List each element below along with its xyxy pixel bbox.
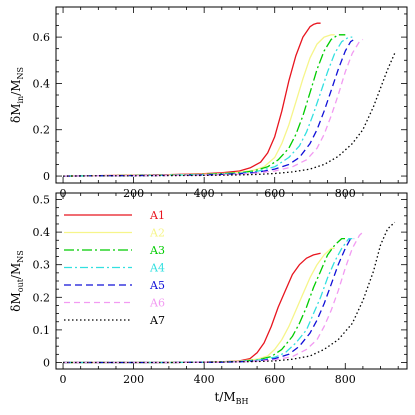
x-tick-label: 0 bbox=[60, 373, 67, 386]
x-axis-label-sub: BH bbox=[236, 397, 249, 406]
y-axis-label-main: δM bbox=[9, 104, 23, 124]
y-tick-label: 0.5 bbox=[33, 194, 51, 207]
y-tick-label: 0.6 bbox=[33, 31, 51, 44]
x-tick-label: 400 bbox=[194, 373, 215, 386]
y-axis-label-den-sub: NS bbox=[16, 250, 25, 262]
legend-label-a5: A5 bbox=[149, 279, 165, 292]
y-tick-label: 0.4 bbox=[33, 77, 51, 90]
x-tick-label: 800 bbox=[335, 373, 356, 386]
y-axis-label-main: δM bbox=[9, 292, 23, 312]
plot-frame bbox=[55, 6, 408, 184]
y-tick-label: 0 bbox=[43, 170, 50, 183]
y-axis-label: δMin/MNS bbox=[9, 67, 25, 123]
series-line-a3 bbox=[63, 34, 346, 177]
y-tick-label: 0.2 bbox=[33, 291, 51, 304]
y-tick-label: 0.2 bbox=[33, 124, 51, 137]
x-tick-label: 200 bbox=[123, 373, 144, 386]
y-axis-label: δMout/MNS bbox=[9, 250, 25, 312]
plot-frame bbox=[55, 192, 408, 370]
series-line-a3 bbox=[63, 237, 346, 364]
y-tick-label: 0 bbox=[43, 356, 50, 369]
legend-label-a1: A1 bbox=[149, 209, 165, 222]
series-line-a4 bbox=[63, 36, 353, 177]
x-tick-label: 600 bbox=[264, 373, 285, 386]
y-axis-label-sub: in bbox=[16, 96, 25, 104]
series-line-a6 bbox=[63, 231, 364, 364]
series-line-a2 bbox=[63, 34, 335, 177]
y-axis-label-den: /M bbox=[9, 79, 23, 95]
y-axis-label-sub: out bbox=[16, 278, 25, 292]
legend-label-a4: A4 bbox=[149, 262, 165, 275]
bottom-panel: 0 200 400 600 800 0 0.1 0.2 0.3 0.4 0.5 δMout/MNS t/… bbox=[9, 192, 408, 406]
y-tick-label: 0.4 bbox=[33, 226, 51, 239]
legend-label-a7: A7 bbox=[149, 314, 165, 327]
legend-label-a2: A2 bbox=[149, 227, 165, 240]
series-line-a6 bbox=[63, 38, 364, 177]
y-tick-label: 0.1 bbox=[33, 324, 51, 337]
y-axis-label-den-sub: NS bbox=[16, 67, 25, 79]
series-line-a1 bbox=[63, 252, 321, 364]
x-axis-label: t/MBH bbox=[214, 390, 248, 406]
series-line-a5 bbox=[63, 237, 355, 364]
series-line-a1 bbox=[63, 22, 321, 177]
series-line-a7 bbox=[63, 221, 396, 364]
legend-label-a3: A3 bbox=[149, 244, 165, 257]
y-axis-label-den: /M bbox=[9, 263, 23, 279]
x-axis-label-main: t/M bbox=[214, 390, 235, 404]
series-line-a2 bbox=[63, 247, 335, 364]
legend-label-a6: A6 bbox=[149, 297, 165, 310]
y-tick-label: 0.3 bbox=[33, 259, 51, 272]
